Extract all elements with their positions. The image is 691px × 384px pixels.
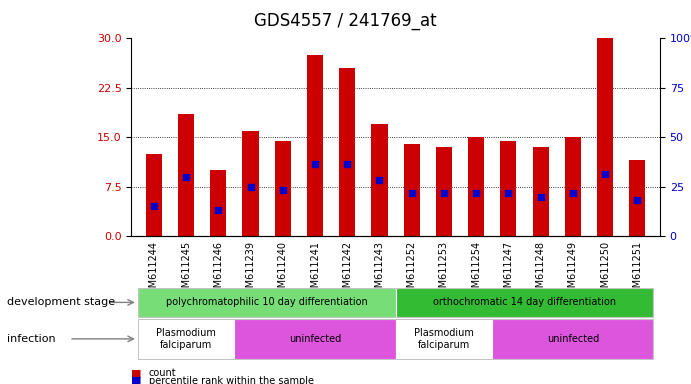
Text: uninfected: uninfected (289, 334, 341, 344)
Text: uninfected: uninfected (547, 334, 599, 344)
Bar (630, 161, 645, 236)
Bar (307, 55, 323, 236)
Text: Plasmodium
falciparum: Plasmodium falciparum (414, 328, 474, 350)
Text: percentile rank within the sample: percentile rank within the sample (149, 376, 314, 384)
Bar (468, 137, 484, 236)
Bar (565, 137, 581, 236)
Bar (436, 147, 452, 236)
Bar (339, 68, 355, 236)
Bar (500, 141, 516, 236)
Bar (404, 144, 419, 236)
Text: orthochromatic 14 day differentiation: orthochromatic 14 day differentiation (433, 297, 616, 308)
Text: count: count (149, 368, 176, 378)
Text: infection: infection (7, 334, 55, 344)
Bar (210, 170, 227, 236)
Bar (146, 154, 162, 236)
Bar (597, 38, 613, 236)
Text: Plasmodium
falciparum: Plasmodium falciparum (156, 328, 216, 350)
Text: GDS4557 / 241769_at: GDS4557 / 241769_at (254, 12, 437, 30)
Text: development stage: development stage (7, 297, 115, 308)
Bar (275, 141, 291, 236)
Text: ■: ■ (131, 368, 142, 378)
Text: polychromatophilic 10 day differentiation: polychromatophilic 10 day differentiatio… (166, 297, 368, 308)
Bar (372, 124, 388, 236)
Text: ■: ■ (131, 376, 142, 384)
Bar (533, 147, 549, 236)
Bar (243, 131, 258, 236)
Bar (178, 114, 194, 236)
